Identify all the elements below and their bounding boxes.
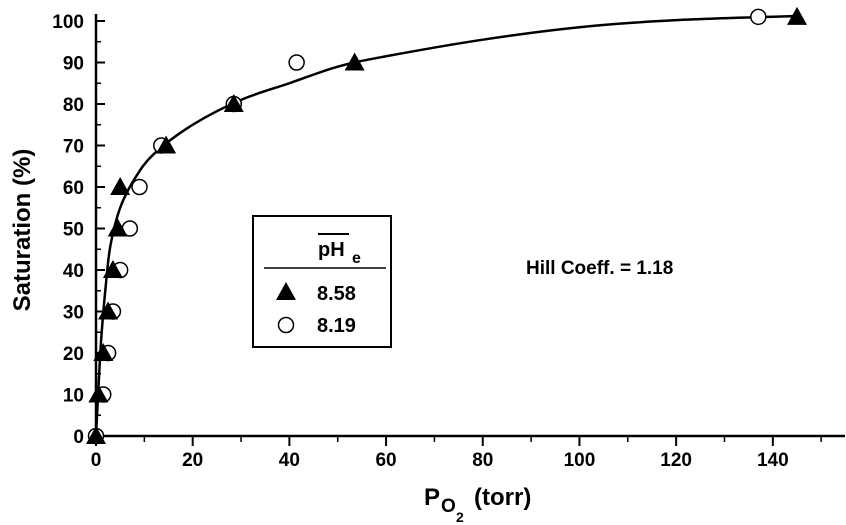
y-tick-label-60: 60	[63, 178, 84, 199]
point-8.58-4	[102, 260, 123, 278]
x-tick-label-100: 100	[564, 450, 596, 471]
x-tick-label-40: 40	[279, 450, 300, 471]
legend-label-8.58: 8.58	[317, 283, 356, 305]
y-tick-label-10: 10	[63, 386, 84, 407]
y-tick-label-30: 30	[63, 303, 84, 324]
y-tick-label-100: 100	[52, 12, 84, 33]
x-axis-title-unit: (torr)	[474, 484, 531, 511]
y-tick-label-80: 80	[63, 95, 84, 116]
point-8.58-7	[156, 135, 177, 154]
ticks: 0 10 20 30 40 50 60 70 80 90 100 0 20 40 60 80 100 120 140	[52, 12, 822, 471]
point-8.19-9	[288, 54, 305, 71]
x-tick-label-120: 120	[660, 450, 692, 471]
x-tick-label-20: 20	[182, 450, 203, 471]
legend-label-8.19: 8.19	[317, 315, 356, 337]
point-8.58-10	[787, 6, 807, 25]
y-tick-label-40: 40	[63, 261, 84, 282]
x-tick-label-80: 80	[472, 450, 493, 471]
legend-marker-8.19	[277, 316, 295, 334]
legend: pH e 8.58 8.19	[252, 215, 392, 348]
x-axis-title: P O 2 (torr)	[424, 484, 531, 525]
axes	[94, 14, 845, 438]
y-axis-title: Saturation (%)	[9, 149, 36, 312]
x-axis-title-sub: O	[441, 496, 456, 517]
x-tick-label-60: 60	[375, 450, 396, 471]
x-axis-title-main: P	[424, 484, 440, 511]
y-tick-label-90: 90	[63, 54, 84, 75]
hill-coefficient-annotation: Hill Coeff. = 1.18	[526, 258, 673, 279]
fit-curve	[94, 14, 798, 437]
x-tick-label-0: 0	[91, 450, 102, 471]
point-8.58-2	[93, 343, 114, 361]
point-8.58-0	[86, 426, 106, 444]
y-tick-label-70: 70	[63, 137, 84, 158]
legend-box	[252, 215, 392, 348]
x-tick-label-140: 140	[757, 450, 789, 471]
data-markers	[86, 6, 807, 445]
x-axis-title-subsub: 2	[456, 509, 464, 525]
y-tick-label-20: 20	[63, 344, 84, 365]
y-tick-label-50: 50	[63, 220, 84, 241]
legend-title: pH	[318, 239, 345, 261]
point-8.19-10	[750, 8, 767, 26]
y-tick-label-0: 0	[73, 427, 84, 448]
legend-marker-8.58	[276, 282, 296, 300]
point-8.58-3	[98, 301, 119, 320]
legend-title-sub: e	[352, 250, 361, 267]
point-8.58-1	[88, 384, 109, 403]
point-8.58-8	[223, 94, 244, 112]
point-8.58-9	[344, 52, 365, 71]
point-8.19-6	[131, 178, 148, 196]
point-8.58-5	[107, 218, 128, 237]
point-8.58-6	[110, 177, 131, 195]
